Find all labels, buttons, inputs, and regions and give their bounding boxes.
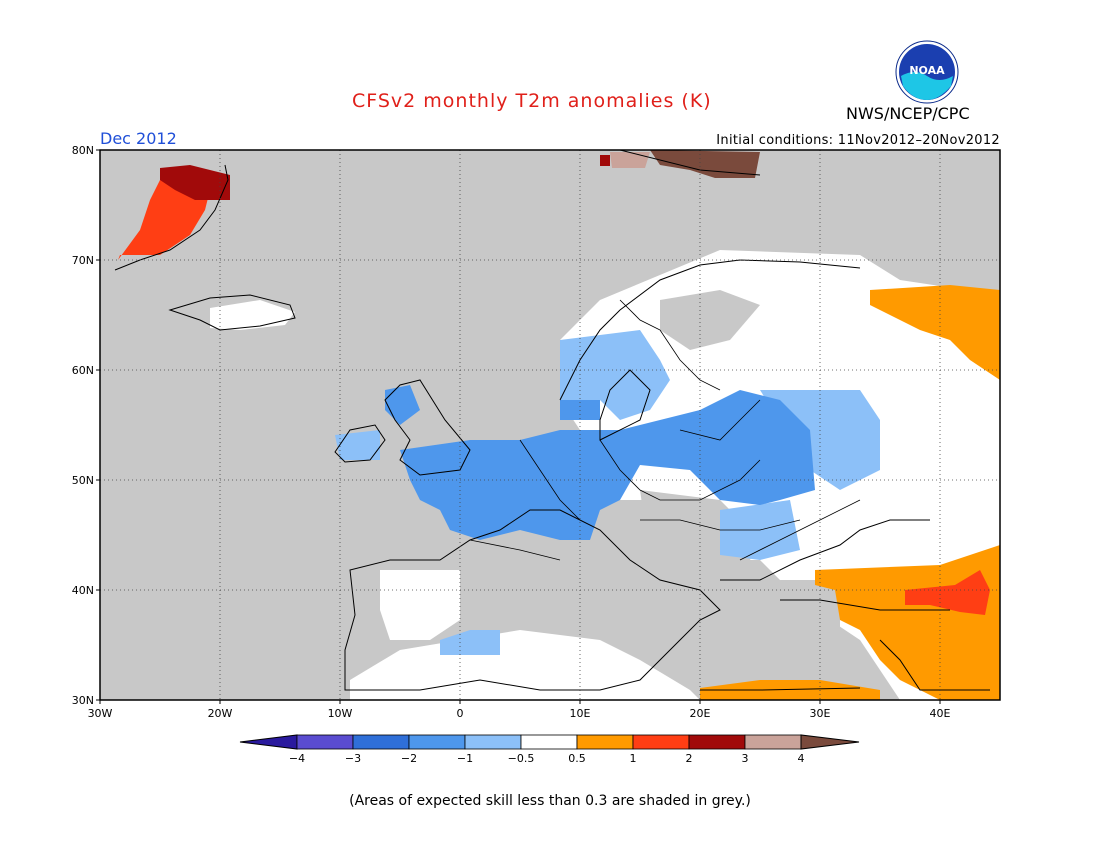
colorbar-tick-label: 2 [686, 752, 693, 765]
map-panel [99, 149, 1001, 701]
anomaly-red [118, 180, 990, 615]
low-skill-patches [640, 290, 840, 640]
noaa-logo-icon: NOAA [895, 40, 959, 104]
lat-label: 50N [72, 474, 94, 487]
colorbar-tick-labels: −4 −3 −2 −1 −0.5 0.5 1 2 3 4 [289, 752, 805, 765]
colorbar-tick-label: 3 [742, 752, 749, 765]
colorbar-tick-label: −3 [345, 752, 361, 765]
colorbar-tick-label: 1 [630, 752, 637, 765]
skill-footnote: (Areas of expected skill less than 0.3 a… [349, 793, 751, 809]
anomaly-tan [610, 152, 650, 168]
colorbar-arrow-high [800, 734, 860, 750]
anomaly-orange [700, 285, 1000, 700]
colorbar-arrow-low [239, 734, 298, 750]
lon-label: 10E [570, 707, 591, 720]
lon-label: 30W [88, 707, 113, 720]
colorbar-swatch [576, 734, 634, 750]
low-skill-background [100, 150, 1000, 700]
logo-text: NOAA [909, 64, 945, 77]
anomaly-light-blue [335, 330, 880, 655]
lat-label: 30N [72, 694, 94, 707]
colorbar-swatch [464, 734, 522, 750]
lat-label: 80N [72, 144, 94, 157]
lon-label: 30E [810, 707, 831, 720]
graticule [100, 150, 1000, 700]
longitude-labels: 30W 20W 10W 0 10E 20E 30E 40E [88, 700, 951, 720]
colorbar-swatch [520, 734, 578, 750]
map-frame [99, 149, 1001, 701]
colorbar-tick-label: 4 [798, 752, 805, 765]
lon-label: 20E [690, 707, 711, 720]
initial-conditions: Initial conditions: 11Nov2012–20Nov2012 [716, 133, 1000, 148]
anomaly-mid-blue [385, 385, 815, 540]
colorbar-tick-label: −4 [289, 752, 305, 765]
anomaly-brown [650, 150, 760, 178]
chart-title: CFSv2 monthly T2m anomalies (K) [352, 90, 712, 112]
country-borders [469, 299, 861, 561]
colorbar-tick-label: 0.5 [568, 752, 586, 765]
agency-label: NWS/NCEP/CPC [846, 104, 970, 123]
latitude-labels: 80N 70N 60N 50N 40N 30N [72, 144, 100, 707]
lon-label: 0 [457, 707, 464, 720]
coastlines [114, 149, 990, 691]
colorbar-swatch [408, 734, 466, 750]
anomaly-dark-red [160, 155, 610, 200]
colorbar-swatch [296, 734, 354, 750]
near-normal-areas [210, 250, 1000, 700]
colorbar-swatch [352, 734, 410, 750]
colorbar-swatch [744, 734, 802, 750]
colorbar-swatch [688, 734, 746, 750]
colorbar-tick-label: −1 [457, 752, 473, 765]
forecast-month: Dec 2012 [100, 129, 177, 148]
lat-label: 60N [72, 364, 94, 377]
lat-label: 70N [72, 254, 94, 267]
colorbar [239, 734, 860, 750]
lon-label: 10W [328, 707, 353, 720]
lon-label: 20W [208, 707, 233, 720]
colorbar-tick-label: −2 [401, 752, 417, 765]
colorbar-swatch [632, 734, 690, 750]
colorbar-tick-label: −0.5 [508, 752, 535, 765]
lat-label: 40N [72, 584, 94, 597]
lon-label: 40E [930, 707, 951, 720]
